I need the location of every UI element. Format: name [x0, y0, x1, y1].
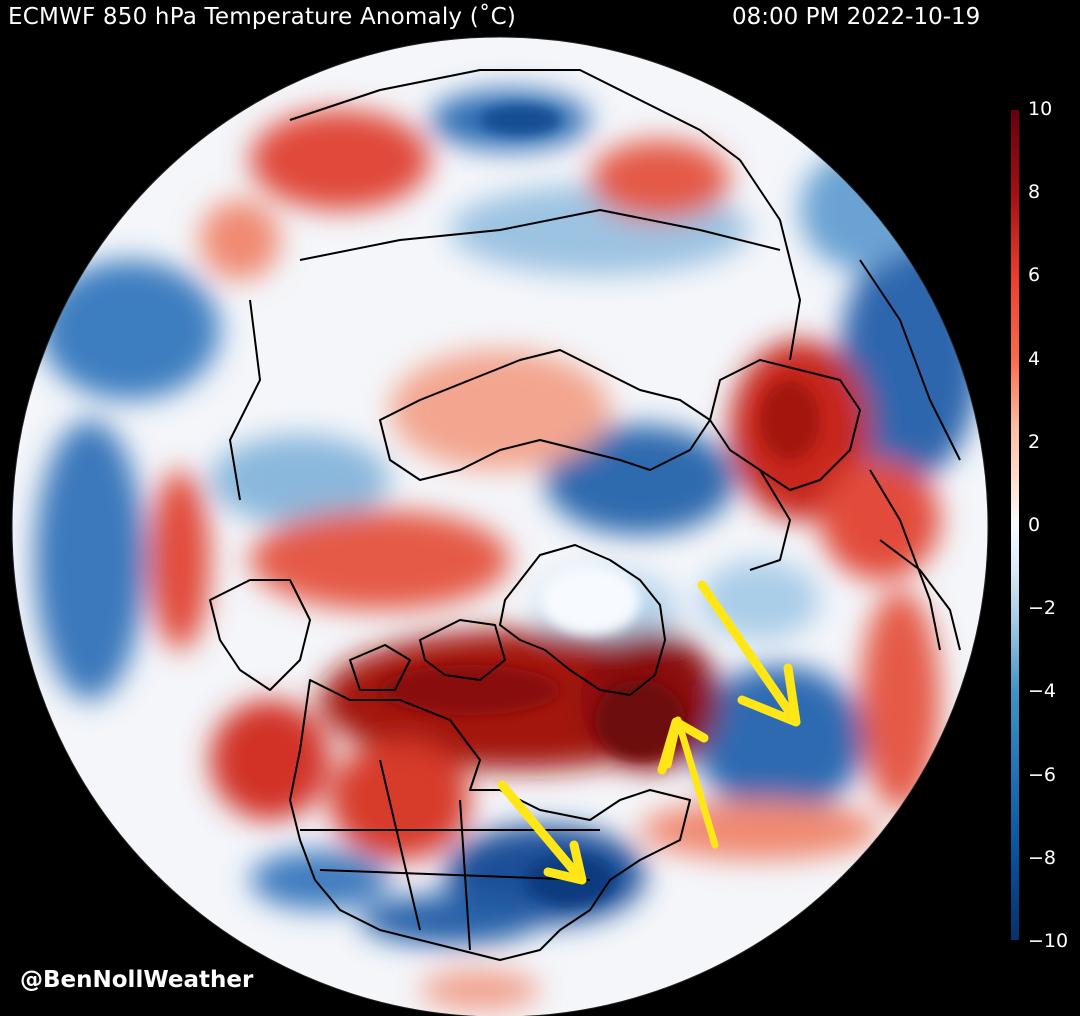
arrow-3	[697, 580, 801, 727]
greenland-outline	[499, 544, 666, 696]
anomaly-detail	[380, 105, 820, 905]
europe-outline	[709, 359, 861, 491]
anomaly-field	[35, 90, 980, 1010]
colorbar-tick-label: 4	[1028, 347, 1041, 370]
map-timestamp: 08:00 PM 2022-10-19	[732, 4, 981, 30]
colorbar-tick-label: −10	[1028, 930, 1069, 952]
colorbar-tick-label: −4	[1028, 680, 1057, 703]
map-title: ECMWF 850 hPa Temperature Anomaly (˚C)	[8, 4, 517, 30]
colorbar-tick-label: −2	[1028, 597, 1057, 620]
credit-watermark: @BenNollWeather	[20, 967, 254, 993]
annotation-arrows	[497, 580, 801, 885]
siberia-outline	[379, 349, 711, 481]
canada-arctic-outline	[419, 619, 506, 681]
globe-edge	[11, 36, 989, 1016]
arrow-2	[657, 716, 719, 849]
colorbar-tick-label: 0	[1028, 514, 1041, 536]
colorbar-tick-label: 6	[1028, 264, 1041, 287]
north-america-outline	[289, 679, 691, 961]
colorbar-tick-label: 2	[1028, 430, 1041, 453]
arrow-1	[497, 780, 587, 885]
colorbar-tick-label: 8	[1028, 181, 1041, 204]
colorbar-tick-label: −8	[1028, 846, 1057, 869]
colorbar-tick-label: −6	[1028, 763, 1057, 786]
colorbar-gradient	[1011, 110, 1019, 940]
colorbar	[1011, 110, 1019, 940]
colorbar-tick-label: 10	[1028, 98, 1053, 120]
land-outlines	[209, 69, 961, 961]
